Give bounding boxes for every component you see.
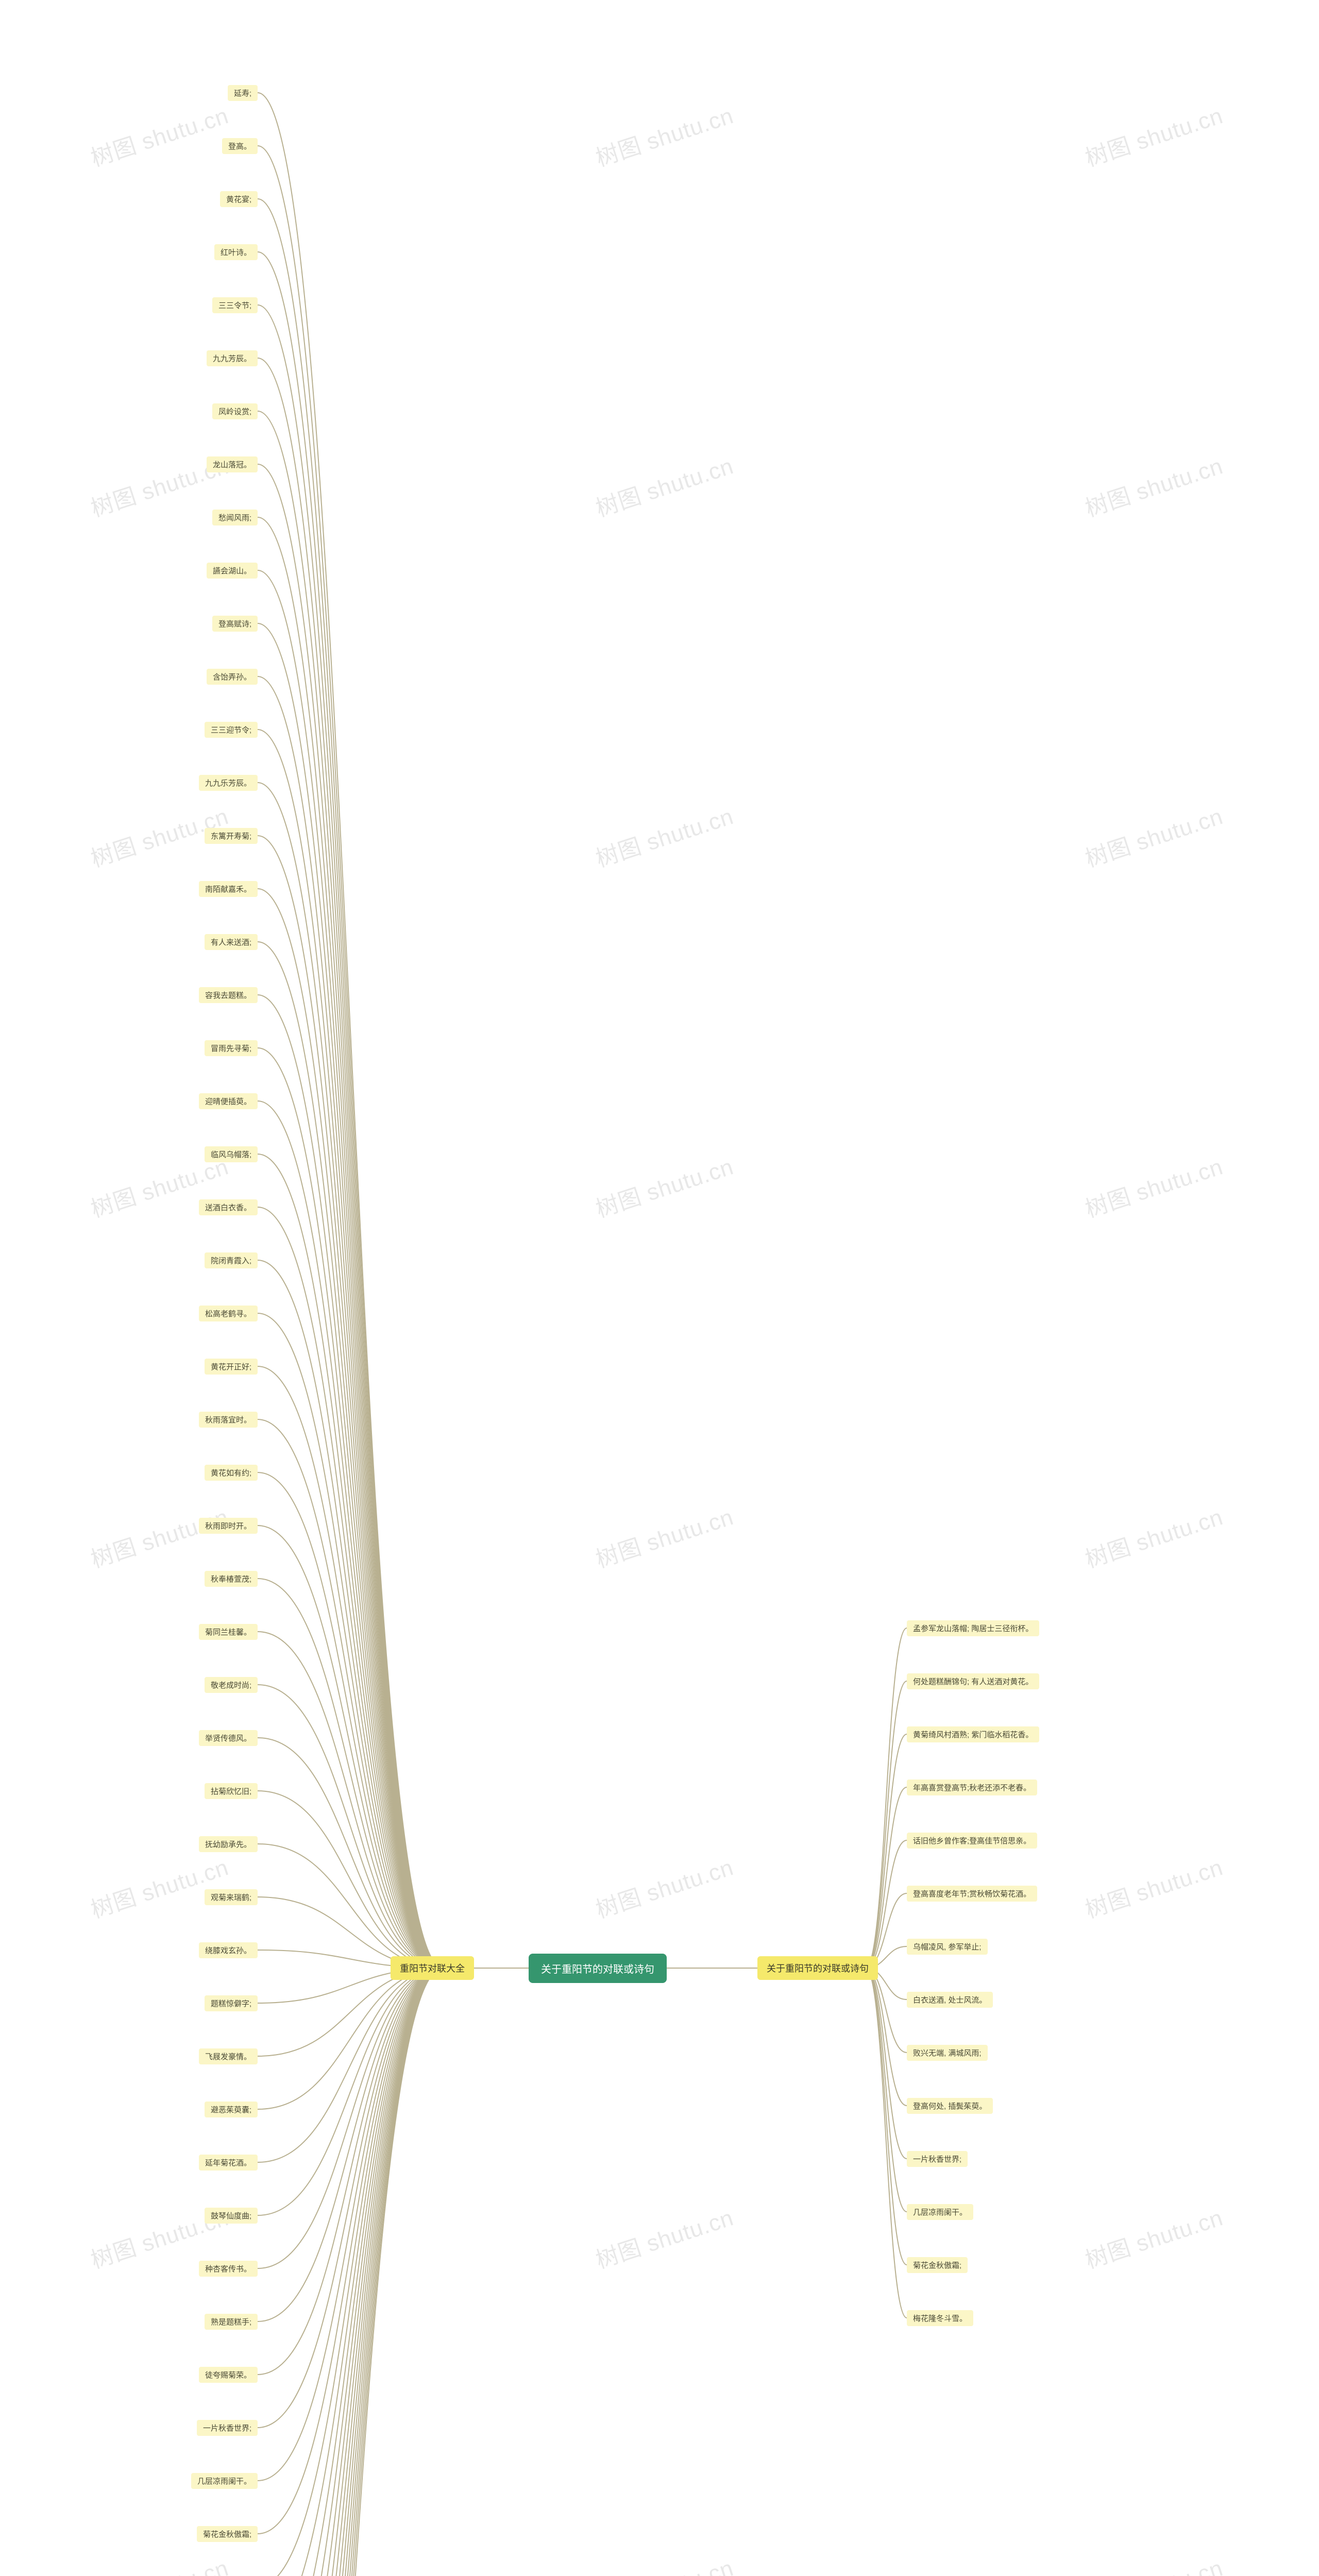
leaf-right-6[interactable]: 乌帽凌风, 参军举止; — [907, 1939, 988, 1955]
leaf-left-9[interactable]: 讌会湖山。 — [207, 563, 258, 579]
leaf-left-32[interactable]: 拈菊欣忆旧; — [205, 1783, 258, 1799]
leaf-left-25[interactable]: 秋雨落宜时。 — [199, 1412, 258, 1428]
leaf-left-11[interactable]: 含饴弄孙。 — [207, 669, 258, 685]
leaf-left-26[interactable]: 黄花如有约; — [205, 1465, 258, 1481]
leaf-left-28[interactable]: 秋奉椿萱茂; — [205, 1571, 258, 1587]
mindmap-canvas: 树图 shutu.cn 树图 shutu.cn 树图 shutu.cn 树图 shut… — [0, 0, 1319, 2576]
leaf-left-19[interactable]: 迎晴便插萸。 — [199, 1093, 258, 1109]
leaf-left-2[interactable]: 黄花宴; — [220, 191, 258, 207]
leaf-left-12[interactable]: 三三迎节令; — [205, 722, 258, 738]
leaf-left-1[interactable]: 登高。 — [222, 138, 258, 154]
connector-layer — [0, 0, 1319, 2576]
leaf-left-43[interactable]: 徒夸赐菊荣。 — [199, 2367, 258, 2383]
leaf-left-5[interactable]: 九九芳辰。 — [207, 350, 258, 366]
watermark: 树图 shutu.cn — [86, 1849, 232, 1925]
center-topic[interactable]: 关于重阳节的对联或诗句 — [529, 1954, 667, 1983]
leaf-left-29[interactable]: 菊同兰桂馨。 — [199, 1624, 258, 1640]
leaf-left-22[interactable]: 院闭青霞入; — [205, 1252, 258, 1268]
watermark: 树图 shutu.cn — [591, 1499, 737, 1574]
leaf-right-4[interactable]: 话旧他乡曾作客;登高佳节倍思亲。 — [907, 1833, 1037, 1849]
leaf-left-44[interactable]: 一片秋香世界; — [197, 2420, 258, 2436]
watermark: 树图 shutu.cn — [591, 1849, 737, 1925]
leaf-left-42[interactable]: 熟是题糕手; — [205, 2314, 258, 2330]
leaf-left-39[interactable]: 延年菊花酒。 — [199, 2155, 258, 2171]
leaf-left-6[interactable]: 凤岭设赏; — [212, 403, 258, 419]
leaf-left-4[interactable]: 三三令节; — [212, 297, 258, 313]
watermark: 树图 shutu.cn — [1080, 1148, 1227, 1224]
leaf-left-35[interactable]: 绕膝戏玄孙。 — [199, 1942, 258, 1958]
leaf-left-38[interactable]: 避恶茱萸囊; — [205, 2102, 258, 2117]
leaf-left-18[interactable]: 冒雨先寻菊; — [205, 1040, 258, 1056]
watermark: 树图 shutu.cn — [1080, 2550, 1227, 2576]
leaf-left-20[interactable]: 临风乌帽落; — [205, 1146, 258, 1162]
leaf-left-8[interactable]: 愁闻风雨; — [212, 510, 258, 526]
watermark: 树图 shutu.cn — [1080, 97, 1227, 173]
leaf-left-16[interactable]: 有人来送酒; — [205, 934, 258, 950]
leaf-left-45[interactable]: 几层凉雨阑干。 — [191, 2473, 258, 2489]
leaf-left-23[interactable]: 松高老鹤寻。 — [199, 1306, 258, 1321]
watermark: 树图 shutu.cn — [591, 2199, 737, 2275]
leaf-left-24[interactable]: 黄花开正好; — [205, 1359, 258, 1375]
leaf-left-27[interactable]: 秋雨即时开。 — [199, 1518, 258, 1534]
leaf-right-10[interactable]: 一片秋香世界; — [907, 2151, 968, 2167]
leaf-right-3[interactable]: 年高喜赏登高节;秋老还添不老春。 — [907, 1780, 1037, 1795]
watermark: 树图 shutu.cn — [86, 2550, 232, 2576]
leaf-right-0[interactable]: 孟参军龙山落帽; 陶居士三径衔杯。 — [907, 1620, 1039, 1636]
leaf-left-0[interactable]: 延寿; — [228, 85, 258, 101]
leaf-left-15[interactable]: 南陌献嘉禾。 — [199, 881, 258, 897]
leaf-left-31[interactable]: 举贤传德风。 — [199, 1730, 258, 1746]
leaf-right-7[interactable]: 白衣送酒, 处士风流。 — [907, 1992, 993, 2008]
leaf-left-17[interactable]: 容我去题糕。 — [199, 987, 258, 1003]
leaf-left-40[interactable]: 鼓琴仙度曲; — [205, 2208, 258, 2224]
leaf-left-10[interactable]: 登高赋诗; — [212, 616, 258, 632]
leaf-left-41[interactable]: 种杏客传书。 — [199, 2261, 258, 2277]
watermark: 树图 shutu.cn — [86, 1499, 232, 1574]
leaf-left-3[interactable]: 红叶诗。 — [214, 244, 258, 260]
leaf-right-5[interactable]: 登高喜度老年节;赏秋畅饮菊花酒。 — [907, 1886, 1037, 1902]
leaf-left-14[interactable]: 东篱开寿菊; — [205, 828, 258, 844]
branch-left[interactable]: 重阳节对联大全 — [391, 1956, 474, 1980]
leaf-left-30[interactable]: 敬老成时尚; — [205, 1677, 258, 1693]
watermark: 树图 shutu.cn — [1080, 2199, 1227, 2275]
leaf-right-9[interactable]: 登高何处, 插鬓茱萸。 — [907, 2098, 993, 2114]
watermark: 树图 shutu.cn — [86, 97, 232, 173]
leaf-right-13[interactable]: 梅花隆冬斗雪。 — [907, 2310, 973, 2326]
leaf-right-11[interactable]: 几层凉雨阑干。 — [907, 2204, 973, 2220]
watermark: 树图 shutu.cn — [1080, 448, 1227, 523]
watermark: 树图 shutu.cn — [591, 448, 737, 523]
watermark: 树图 shutu.cn — [1080, 798, 1227, 874]
watermark: 树图 shutu.cn — [1080, 1849, 1227, 1925]
branch-right[interactable]: 关于重阳节的对联或诗句 — [757, 1956, 878, 1980]
watermark: 树图 shutu.cn — [591, 1148, 737, 1224]
leaf-left-7[interactable]: 龙山落冠。 — [207, 456, 258, 472]
watermark: 树图 shutu.cn — [591, 798, 737, 874]
leaf-left-21[interactable]: 送酒白衣香。 — [199, 1199, 258, 1215]
leaf-right-2[interactable]: 黄菊绮风村酒熟; 紫门临水稻花香。 — [907, 1726, 1039, 1742]
leaf-left-46[interactable]: 菊花金秋傲霜; — [197, 2526, 258, 2542]
leaf-left-36[interactable]: 题糕惊僻字; — [205, 1995, 258, 2011]
leaf-right-8[interactable]: 败兴无端, 满城风雨; — [907, 2045, 988, 2061]
leaf-left-13[interactable]: 九九乐芳辰。 — [199, 775, 258, 791]
watermark: 树图 shutu.cn — [591, 97, 737, 173]
watermark: 树图 shutu.cn — [591, 2550, 737, 2576]
leaf-left-37[interactable]: 飞屐发豪情。 — [199, 2048, 258, 2064]
leaf-right-12[interactable]: 菊花金秋傲霜; — [907, 2257, 968, 2273]
leaf-left-34[interactable]: 观菊来瑞鹤; — [205, 1889, 258, 1905]
leaf-left-33[interactable]: 抚幼励承先。 — [199, 1836, 258, 1852]
watermark: 树图 shutu.cn — [1080, 1499, 1227, 1574]
leaf-right-1[interactable]: 何处题糕酬锦句; 有人送酒对黄花。 — [907, 1673, 1039, 1689]
